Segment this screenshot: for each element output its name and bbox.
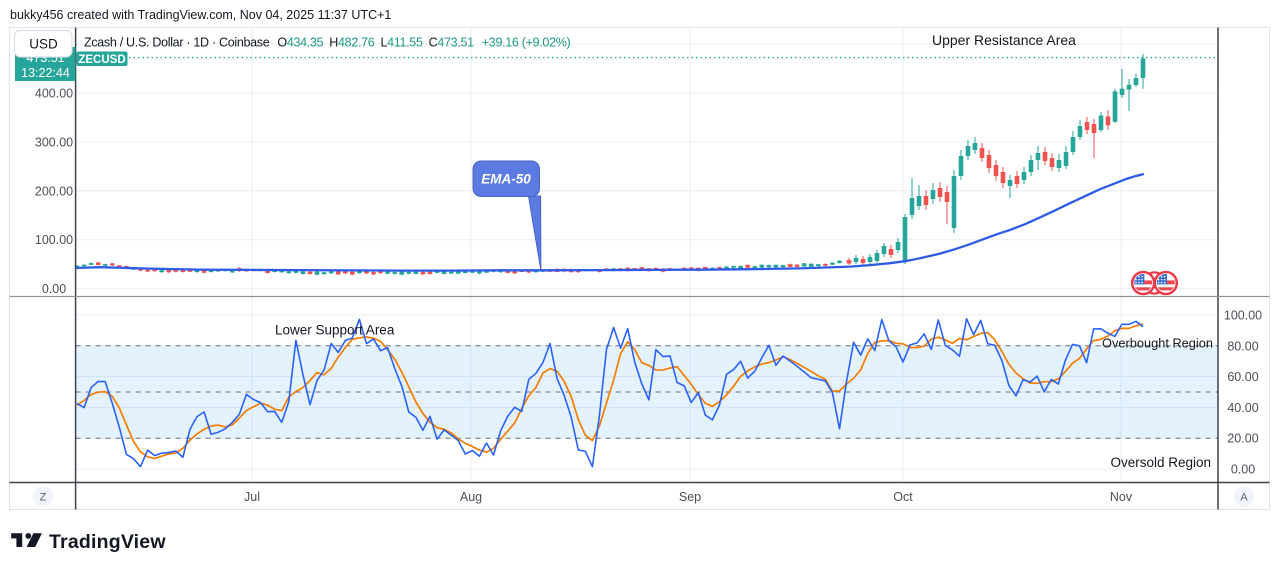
svg-text:Overbought Region: Overbought Region	[1102, 336, 1213, 351]
svg-text:200.00: 200.00	[35, 184, 73, 198]
svg-text:Oct: Oct	[893, 490, 913, 504]
svg-text:Zcash / U.S. Dollar · 1D · Coi: Zcash / U.S. Dollar · 1D · Coinbase O434.…	[84, 36, 571, 50]
svg-text:TradingView: TradingView	[49, 531, 166, 553]
svg-text:USD: USD	[29, 37, 58, 52]
svg-text:Upper Resistance Area: Upper Resistance Area	[932, 32, 1076, 48]
svg-text:60.00: 60.00	[1227, 370, 1258, 384]
svg-text:400.00: 400.00	[35, 87, 73, 101]
svg-text:Aug: Aug	[460, 490, 482, 504]
svg-text:bukky456 created with TradingV: bukky456 created with TradingView.com, N…	[10, 8, 391, 22]
svg-text:13:22:44: 13:22:44	[21, 66, 70, 80]
svg-text:100.00: 100.00	[1224, 309, 1262, 323]
svg-text:Lower Support Area: Lower Support Area	[275, 323, 395, 338]
svg-text:Oversold Region: Oversold Region	[1110, 455, 1211, 470]
svg-text:0.00: 0.00	[1231, 463, 1255, 477]
svg-text:Jul: Jul	[244, 490, 260, 504]
svg-text:300.00: 300.00	[35, 135, 73, 149]
svg-text:80.00: 80.00	[1227, 339, 1258, 353]
svg-text:EMA-50: EMA-50	[481, 172, 531, 187]
svg-text:Nov: Nov	[1110, 490, 1133, 504]
svg-text:A: A	[1240, 492, 1248, 504]
svg-text:0.00: 0.00	[42, 282, 66, 296]
svg-text:100.00: 100.00	[35, 233, 73, 247]
svg-text:40.00: 40.00	[1227, 401, 1258, 415]
svg-text:20.00: 20.00	[1227, 432, 1258, 446]
svg-text:Sep: Sep	[679, 490, 701, 504]
svg-text:Z: Z	[40, 492, 47, 504]
svg-text:ZECUSD: ZECUSD	[78, 54, 125, 66]
